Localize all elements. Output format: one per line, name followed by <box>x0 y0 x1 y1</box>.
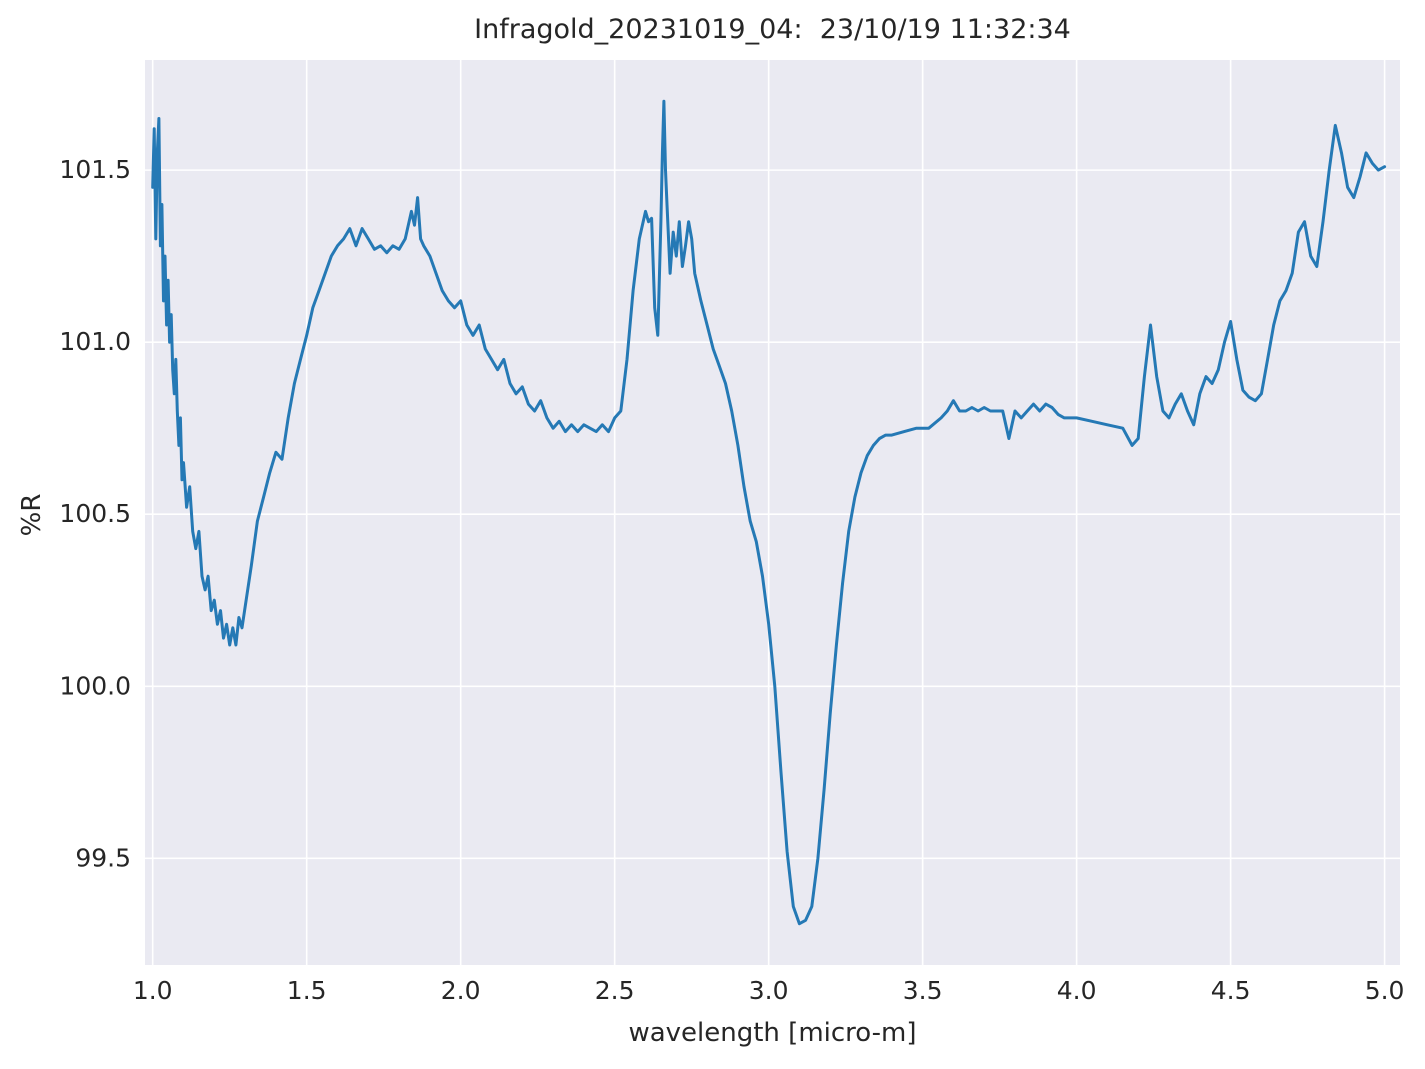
y-axis-label: %R <box>17 493 47 537</box>
data-line <box>151 99 1387 926</box>
x-axis-label: wavelength [micro-m] <box>628 1018 917 1048</box>
y-tick-label: 100.5 <box>59 499 131 528</box>
y-tick-label: 99.5 <box>75 843 131 872</box>
x-tick-label: 3.0 <box>749 976 789 1005</box>
y-tick-label: 101.5 <box>59 155 131 184</box>
plot-background <box>145 60 1400 965</box>
y-tick-label: 101.0 <box>59 327 131 356</box>
x-tick-label: 3.5 <box>903 976 943 1005</box>
chart-title: Infragold_20231019_04: 23/10/19 11:32:34 <box>474 14 1071 45</box>
x-tick-label: 1.0 <box>133 976 173 1005</box>
x-tick-label: 4.5 <box>1211 976 1251 1005</box>
x-tick-label: 5.0 <box>1365 976 1405 1005</box>
x-tick-label: 2.0 <box>441 976 481 1005</box>
x-tick-label: 1.5 <box>287 976 327 1005</box>
y-tick-label: 100.0 <box>59 671 131 700</box>
x-tick-label: 2.5 <box>595 976 635 1005</box>
x-tick-label: 4.0 <box>1057 976 1097 1005</box>
